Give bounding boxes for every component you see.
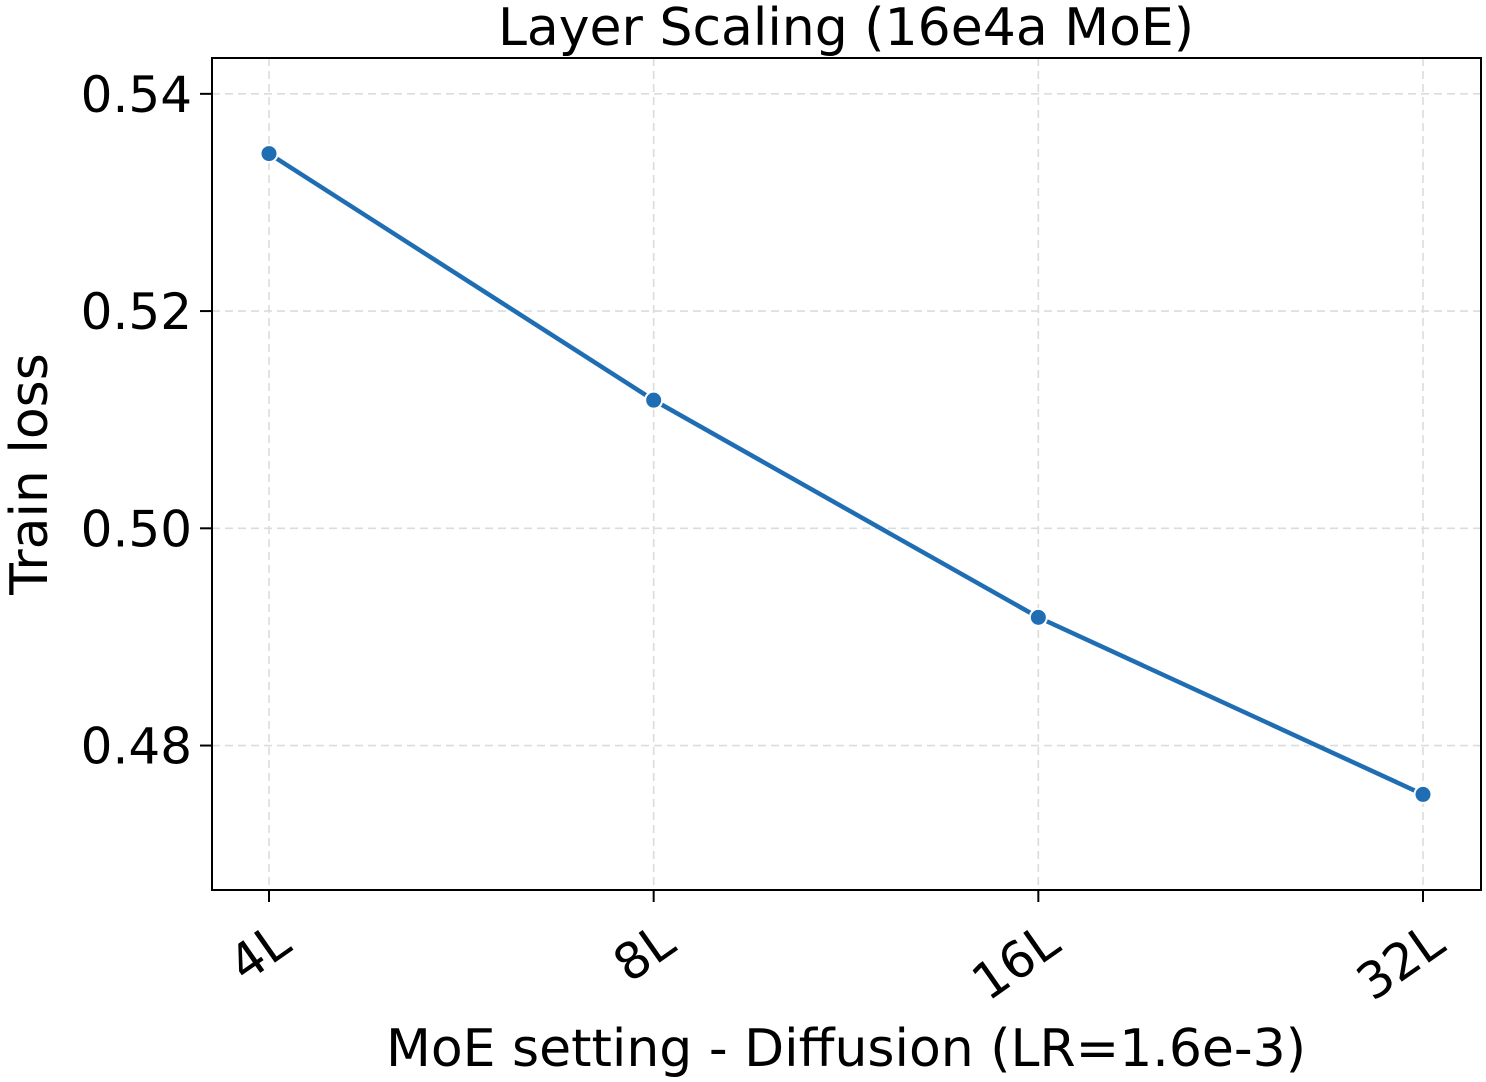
y-tick-label: 0.48	[81, 718, 192, 776]
y-tick-label: 0.54	[81, 66, 192, 124]
plot-area-frame	[211, 57, 1482, 891]
data-point	[644, 390, 664, 410]
data-point	[1028, 607, 1048, 627]
series-line	[266, 151, 1426, 797]
chart-title: Layer Scaling (16e4a MoE)	[498, 0, 1194, 58]
x-axis-ticks: 4L 8L 16L 32L	[218, 890, 1455, 1012]
series-layer	[259, 144, 1433, 804]
data-point	[1413, 784, 1433, 804]
x-tick-label: 16L	[962, 912, 1070, 1012]
y-tick-label: 0.50	[81, 500, 192, 558]
grid-lines	[212, 58, 1481, 890]
x-tick-label: 8L	[603, 912, 685, 994]
y-axis-ticks: 0.48 0.50 0.52 0.54	[81, 66, 212, 776]
y-tick-label: 0.52	[81, 283, 192, 341]
x-tick-label: 32L	[1346, 912, 1454, 1012]
y-axis-label: Train loss	[0, 353, 60, 596]
x-axis-label: MoE setting - Diffusion (LR=1.6e-3)	[386, 1019, 1306, 1079]
data-point	[259, 144, 279, 164]
x-tick-label: 4L	[218, 912, 300, 994]
